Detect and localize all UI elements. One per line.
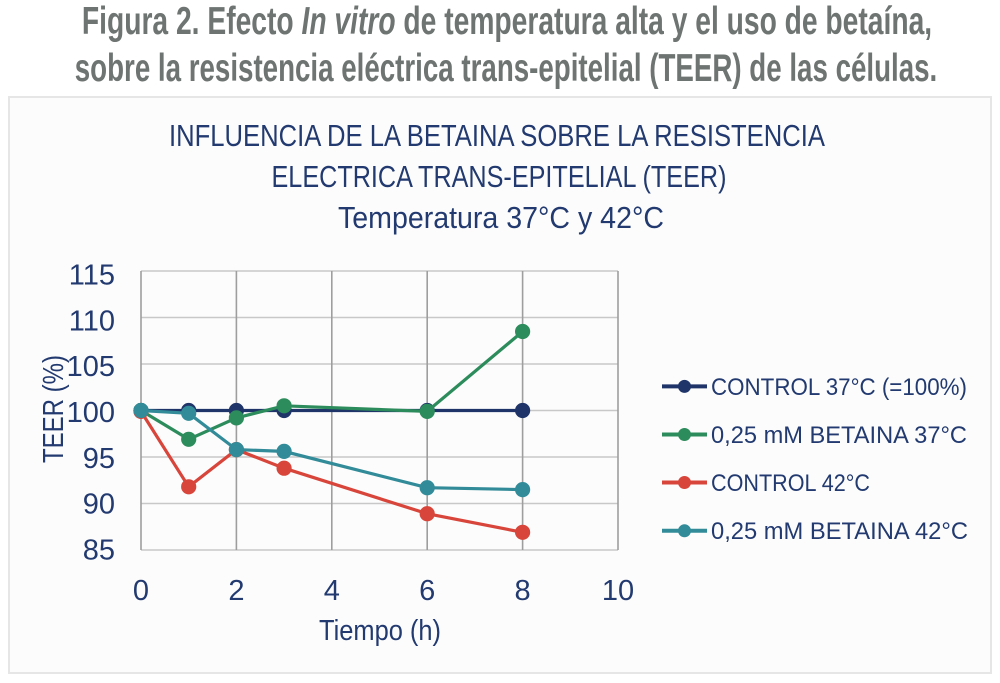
svg-text:10: 10: [602, 575, 634, 607]
svg-text:Temperatura 37°C y 42°C: Temperatura 37°C y 42°C: [338, 200, 664, 235]
svg-text:CONTROL 42°C: CONTROL 42°C: [711, 470, 870, 497]
svg-text:2: 2: [228, 575, 244, 607]
svg-text:0,25 mM BETAINA 42°C: 0,25 mM BETAINA 42°C: [711, 518, 968, 545]
svg-text:Tiempo (h): Tiempo (h): [319, 615, 441, 647]
svg-text:105: 105: [67, 351, 115, 383]
svg-text:90: 90: [83, 489, 115, 521]
svg-text:INFLUENCIA DE LA BETAINA SOBRE: INFLUENCIA DE LA BETAINA SOBRE LA RESIST…: [169, 118, 825, 153]
svg-text:100: 100: [67, 397, 115, 429]
svg-text:ELECTRICA TRANS-EPITELIAL (TEE: ELECTRICA TRANS-EPITELIAL (TEER): [272, 159, 727, 194]
svg-text:4: 4: [324, 575, 340, 607]
svg-text:0,25 mM BETAINA 37°C: 0,25 mM BETAINA 37°C: [711, 422, 967, 449]
svg-text:TEER (%): TEER (%): [38, 355, 70, 463]
svg-text:95: 95: [83, 443, 115, 475]
svg-text:CONTROL 37°C (=100%): CONTROL 37°C (=100%): [711, 374, 967, 401]
svg-text:8: 8: [515, 575, 531, 607]
svg-text:110: 110: [69, 305, 115, 337]
svg-text:85: 85: [83, 535, 115, 567]
svg-text:6: 6: [419, 575, 435, 607]
svg-text:0: 0: [133, 575, 149, 607]
svg-text:115: 115: [69, 260, 115, 292]
